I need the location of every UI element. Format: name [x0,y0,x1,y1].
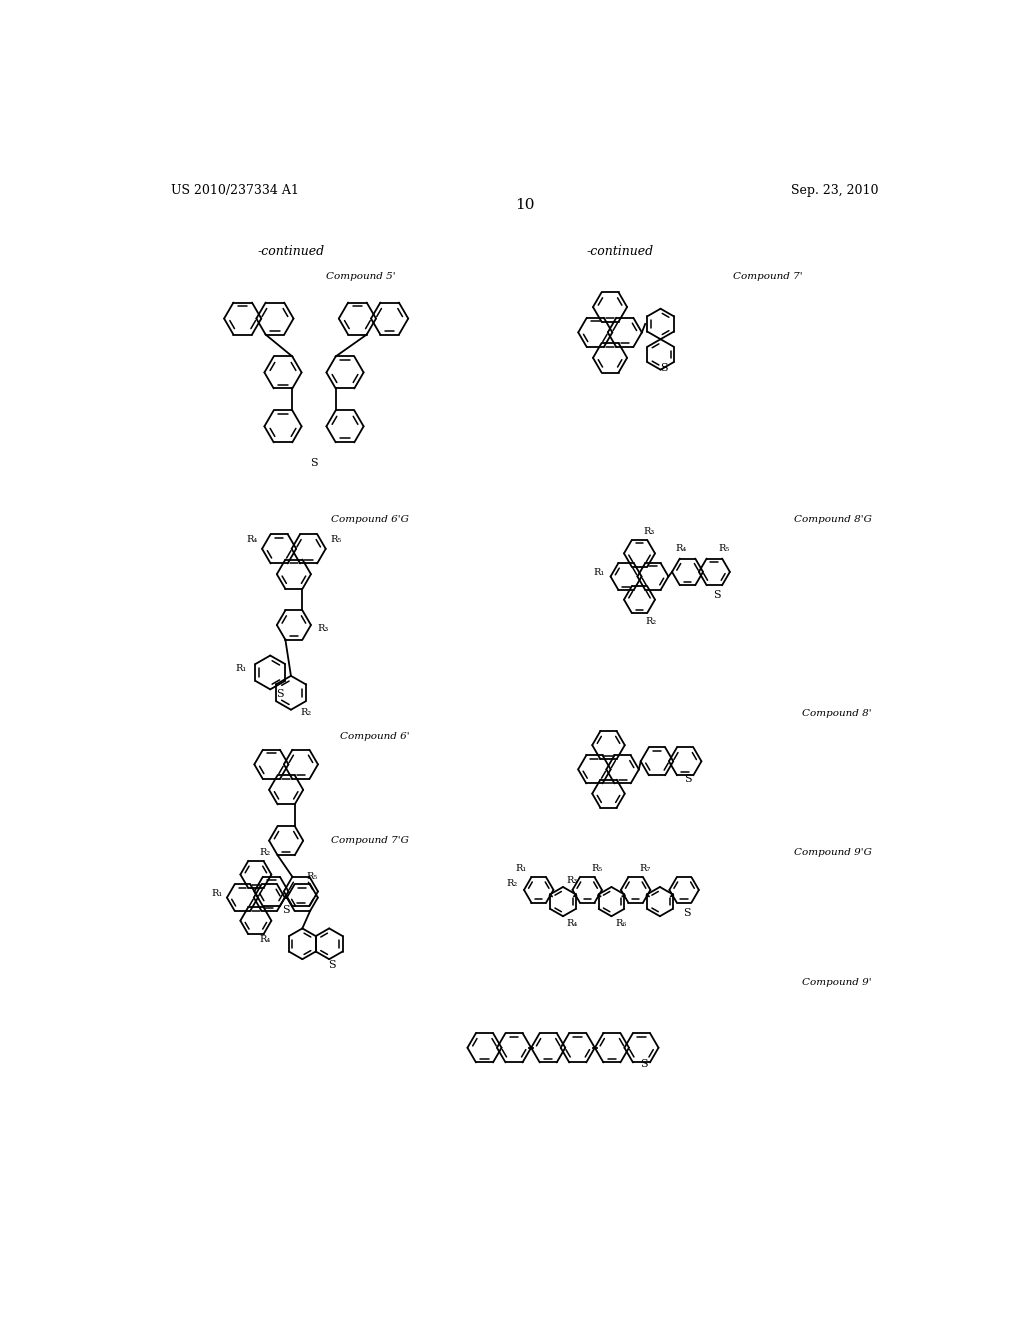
Text: Compound 8'G: Compound 8'G [795,515,872,524]
Text: R₁: R₁ [516,863,527,873]
Text: S: S [684,774,691,784]
Text: US 2010/237334 A1: US 2010/237334 A1 [171,183,299,197]
Text: Compound 6': Compound 6' [340,733,410,741]
Text: R₂: R₂ [646,616,656,626]
Text: -continued: -continued [587,244,653,257]
Text: R₃: R₃ [317,624,329,634]
Text: R₄: R₄ [260,936,271,944]
Text: R₂: R₂ [300,708,311,717]
Text: S: S [310,458,317,467]
Text: R₆: R₆ [615,919,627,928]
Text: Compound 5': Compound 5' [326,272,395,281]
Text: S: S [683,908,690,917]
Text: R₅: R₅ [718,544,729,553]
Text: R₁: R₁ [212,890,223,898]
Text: R₂: R₂ [260,849,271,858]
Text: R₃: R₃ [567,875,579,884]
Text: R₅: R₅ [591,863,602,873]
Text: Compound 9': Compound 9' [803,978,872,987]
Text: Compound 7': Compound 7' [732,272,802,281]
Text: Compound 7'G: Compound 7'G [332,836,410,845]
Text: S: S [328,961,335,970]
Text: R₃: R₃ [643,528,654,536]
Text: S: S [283,906,290,915]
Text: R₁: R₁ [236,664,247,673]
Text: 10: 10 [515,198,535,213]
Text: R₅: R₅ [331,535,342,544]
Text: R₄: R₄ [676,544,687,553]
Text: -continued: -continued [257,244,325,257]
Text: R₇: R₇ [640,863,651,873]
Text: S: S [660,363,669,374]
Text: S: S [713,590,721,601]
Text: R₂: R₂ [506,879,517,888]
Text: Sep. 23, 2010: Sep. 23, 2010 [792,183,879,197]
Text: Compound 6'G: Compound 6'G [332,515,410,524]
Text: S: S [275,689,284,700]
Text: R₄: R₄ [567,919,579,928]
Text: R₄: R₄ [246,535,257,544]
Text: S: S [640,1059,647,1069]
Text: R₅: R₅ [306,871,317,880]
Text: Compound 8': Compound 8' [803,709,872,718]
Text: Compound 9'G: Compound 9'G [795,847,872,857]
Text: R₁: R₁ [593,568,604,577]
